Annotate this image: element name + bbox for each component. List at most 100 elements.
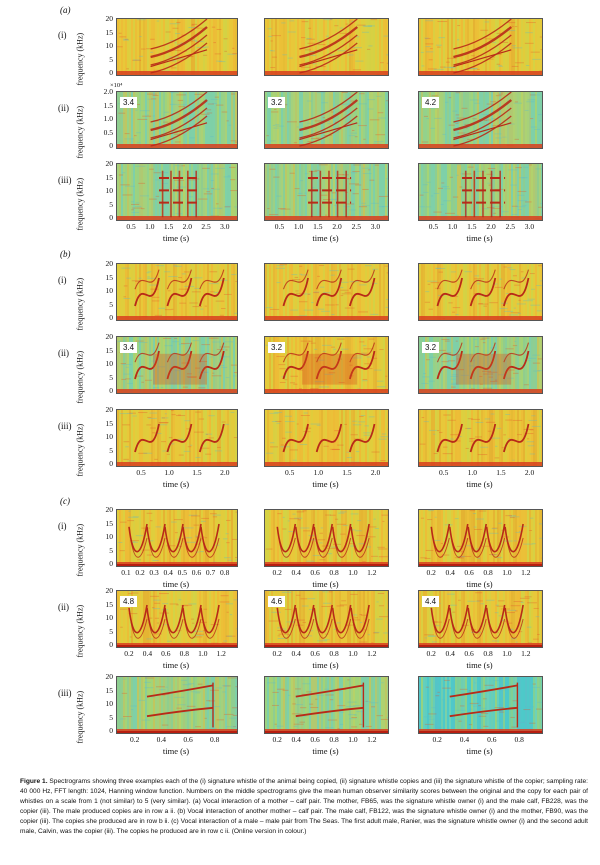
section-label-3: (c)	[60, 496, 70, 506]
x-axis-label: time (s)	[466, 233, 493, 243]
y-tick-label: 0	[109, 640, 113, 649]
x-tick-label: 1.2	[216, 649, 226, 658]
similarity-score: 4.4	[422, 596, 440, 607]
x-tick-label: 0.2	[432, 735, 442, 744]
y-tick-label: 15	[105, 418, 114, 428]
y-tick-label: 5	[109, 199, 113, 209]
x-tick-label: 1.2	[367, 568, 377, 577]
x-axis-label: time (s)	[162, 660, 190, 670]
y-tick-label: 15	[105, 27, 114, 37]
y-axis-label: frequency (kHz)	[75, 105, 85, 159]
section-label-1: (a)	[60, 5, 71, 15]
row-label: (ii)	[58, 602, 69, 612]
y-tick-label: 2.0	[103, 87, 113, 96]
y-tick-label: 10	[105, 186, 114, 195]
y-tick-label: 15	[105, 685, 114, 695]
spectrogram-3-1-3	[418, 509, 543, 567]
x-tick-label: 3.0	[370, 222, 381, 231]
spectrogram-1-2-2	[264, 91, 389, 149]
x-tick-label: 2.5	[351, 222, 361, 231]
row-label: (i)	[58, 30, 67, 40]
x-tick-label: 0.4	[445, 568, 455, 577]
spectrogram-3-3-1	[116, 676, 238, 734]
x-tick-label: 0.8	[329, 568, 339, 577]
spectrogram-2-3-2	[264, 409, 389, 467]
x-tick-label: 0.2	[426, 649, 436, 658]
similarity-score: 3.2	[422, 342, 440, 353]
y-tick-label: 0	[109, 726, 113, 735]
y-axis-label: frequency (kHz)	[75, 423, 85, 477]
x-tick-label: 1.0	[293, 222, 304, 231]
row-label: (iii)	[58, 175, 72, 185]
x-tick-label: 0.2	[129, 735, 140, 744]
y-tick-label: 10	[105, 532, 114, 541]
x-tick-label: 0.2	[272, 735, 282, 744]
x-tick-label: 0.8	[483, 649, 493, 658]
y-tick-label: 20	[105, 672, 114, 681]
x-tick-label: 1.2	[521, 649, 531, 658]
x-tick-label: 0.8	[179, 649, 189, 658]
x-tick-label: 0.8	[329, 649, 339, 658]
x-tick-label: 0.2	[272, 568, 282, 577]
x-axis-label: time (s)	[466, 746, 493, 756]
x-tick-label: 1.5	[342, 468, 352, 477]
x-tick-label: 0.5	[428, 222, 439, 231]
y-axis-label: frequency (kHz)	[75, 277, 85, 331]
y-tick-label: 20	[105, 332, 114, 341]
x-tick-label: 0.4	[291, 735, 301, 744]
x-tick-label: 1.0	[313, 468, 324, 477]
x-tick-label: 1.0	[502, 568, 512, 577]
x-tick-label: 0.6	[310, 568, 320, 577]
y-tick-label: 0	[109, 559, 113, 568]
x-tick-label: 1.5	[496, 468, 506, 477]
spectrogram-1-1-2	[264, 18, 389, 76]
similarity-score: 4.6	[268, 596, 286, 607]
spectrogram-1-3-2	[264, 163, 389, 221]
x-tick-label: 0.6	[183, 735, 193, 744]
x-axis-label: time (s)	[162, 746, 190, 756]
x-tick-label: 0.4	[163, 568, 173, 577]
x-tick-label: 0.2	[124, 649, 134, 658]
row-label: (ii)	[58, 348, 69, 358]
y-tick-label: 15	[105, 599, 114, 609]
spectrogram-3-2-2	[264, 590, 389, 648]
spectrogram-3-2-3	[418, 590, 543, 648]
spectrogram-1-1-1	[116, 18, 238, 76]
x-tick-label: 3.0	[220, 222, 230, 231]
y-tick-label: 5	[109, 445, 113, 455]
x-axis-label: time (s)	[466, 479, 493, 489]
y-tick-label: 5	[109, 54, 113, 64]
x-tick-label: 0.3	[149, 568, 159, 577]
y-tick-label: 1.0	[103, 114, 113, 123]
x-tick-label: 2.0	[486, 222, 496, 231]
spectrogram-2-2-2	[264, 336, 389, 394]
spectrogram-1-3-1	[116, 163, 238, 221]
y-tick-label: 10	[105, 699, 114, 708]
x-tick-label: 1.2	[367, 735, 377, 744]
x-tick-label: 0.5	[136, 468, 146, 477]
y-tick-label: 20	[105, 159, 114, 168]
y-tick-label: 0	[109, 68, 113, 77]
spectrogram-2-1-3	[418, 263, 543, 321]
x-axis-label: time (s)	[312, 479, 339, 489]
x-tick-label: 1.0	[348, 568, 358, 577]
y-tick-label: 5	[109, 626, 113, 636]
spectrogram-3-3-3	[418, 676, 543, 734]
x-tick-label: 2.5	[201, 222, 211, 231]
y-tick-label: 5	[109, 712, 113, 722]
spectrogram-3-1-2	[264, 509, 389, 567]
y-tick-label: 20	[105, 586, 114, 595]
row-label: (i)	[58, 521, 67, 531]
x-axis-label: time (s)	[466, 660, 493, 670]
x-tick-label: 1.2	[521, 568, 531, 577]
x-tick-label: 1.0	[198, 649, 208, 658]
x-tick-label: 0.4	[291, 649, 301, 658]
x-tick-label: 0.5	[439, 468, 449, 477]
y-axis-label: frequency (kHz)	[75, 690, 85, 744]
x-axis-label: time (s)	[162, 579, 190, 589]
x-tick-label: 2.5	[505, 222, 515, 231]
y-tick-label: 0	[109, 141, 113, 150]
x-tick-label: 3.0	[524, 222, 535, 231]
x-tick-label: 1.2	[367, 649, 377, 658]
y-tick-label: 15	[105, 518, 114, 528]
